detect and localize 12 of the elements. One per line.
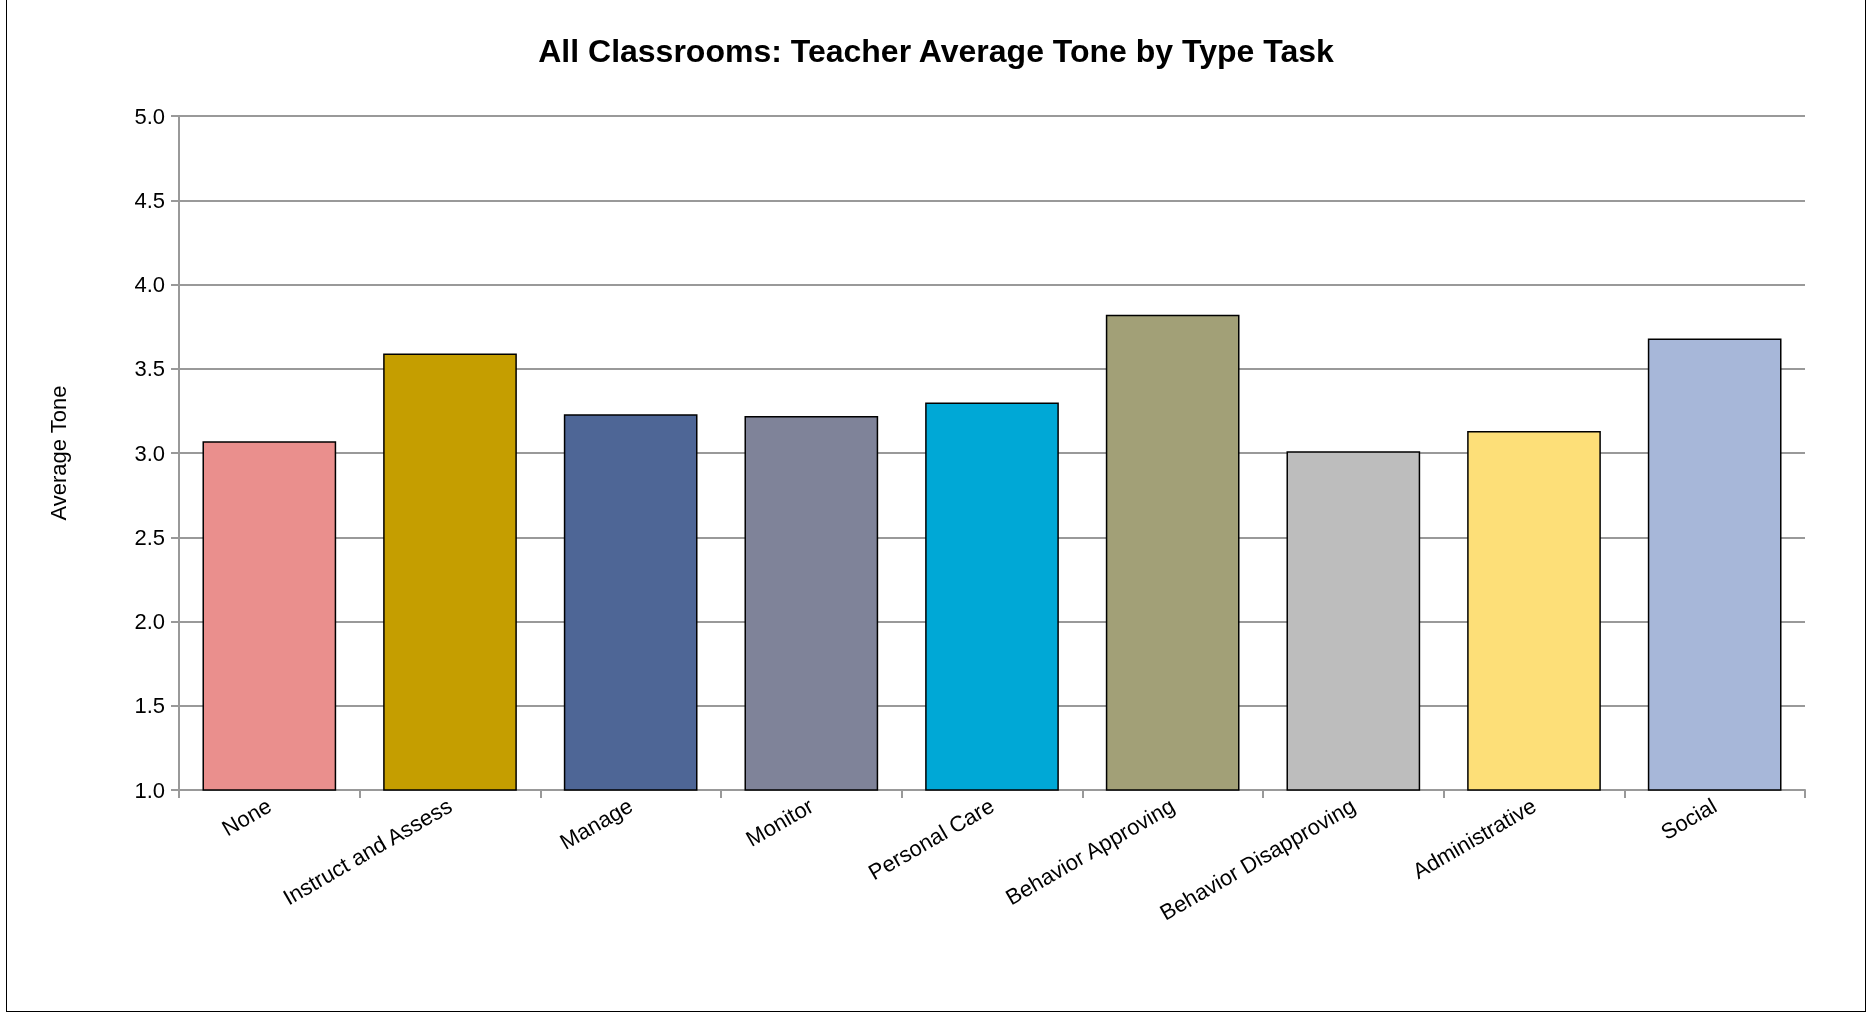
y-tick-label: 3.5 bbox=[134, 356, 165, 382]
y-tick-label: 1.0 bbox=[134, 777, 165, 803]
y-tick-label: 4.0 bbox=[134, 272, 165, 297]
chart-title: All Classrooms: Teacher Average Tone by Type Task bbox=[538, 33, 1334, 69]
y-tick-label: 1.5 bbox=[134, 693, 165, 719]
y-tick-label: 2.5 bbox=[134, 524, 165, 550]
y-tick-label: 5.0 bbox=[134, 103, 165, 129]
x-tick-label: None bbox=[217, 793, 276, 842]
y-tick-label: 2.0 bbox=[134, 609, 165, 634]
y-tick-label: 4.5 bbox=[134, 187, 165, 213]
y-tick-label: 3.0 bbox=[134, 440, 165, 466]
y-axis-title: Average Tone bbox=[45, 385, 71, 521]
